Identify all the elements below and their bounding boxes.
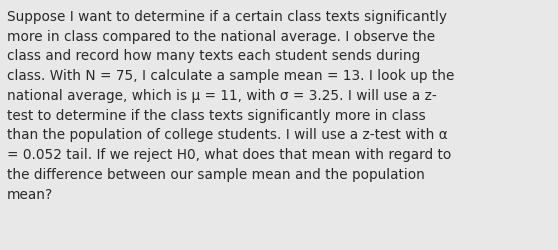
- Text: Suppose I want to determine if a certain class texts significantly
more in class: Suppose I want to determine if a certain…: [7, 10, 454, 201]
